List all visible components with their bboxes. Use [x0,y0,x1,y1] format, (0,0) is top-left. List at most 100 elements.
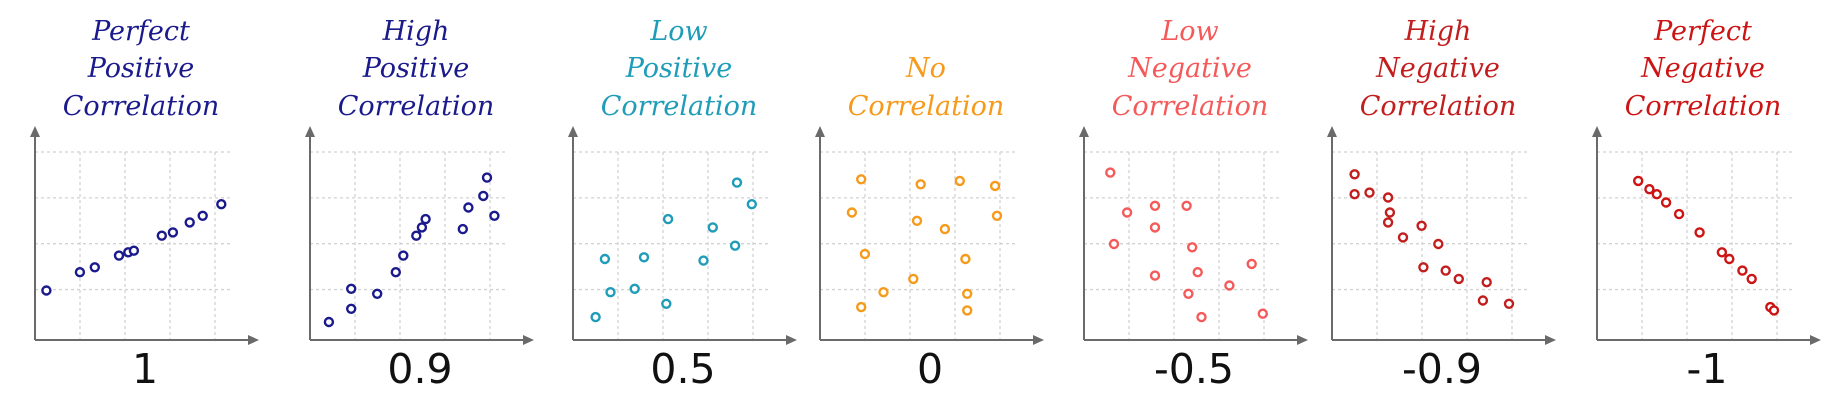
data-point [939,223,951,235]
y-axis-arrow [1079,126,1089,137]
correlation-value: -0.5 [1154,345,1234,393]
panel-title-line: Perfect [1653,16,1752,47]
correlation-value: 1 [132,345,158,393]
grid [35,151,233,340]
data-point [1724,253,1735,265]
data-point [731,177,743,188]
data-point [908,273,919,285]
data-point [1181,200,1192,212]
data-point [1416,220,1427,232]
data-point [398,250,409,261]
data-point [1632,175,1644,187]
data-point [638,252,650,263]
data-point [420,213,431,225]
data-point [605,287,616,298]
panel-title-line: No [905,53,946,84]
correlation-value: 0 [917,345,943,393]
correlation-value: -1 [1687,345,1728,393]
data-point [1433,238,1444,250]
data-point [729,240,741,251]
panel-6: High Negative Correlation -0.9 [1327,16,1556,393]
panel-3: Low Positive Correlation 0.5 [568,16,797,393]
data-point [346,283,357,294]
data-point [1121,207,1133,218]
data-point [856,174,867,185]
data-point [662,213,674,225]
data-point [1651,188,1663,200]
data-point [991,210,1003,222]
data-point [1418,262,1429,273]
data-point [629,283,640,294]
data-point [1477,295,1489,306]
data-point [1183,288,1194,299]
data-point [962,305,973,316]
data-point [346,303,357,314]
panel-title-line: Negative [1127,53,1252,84]
data-point [478,190,489,202]
data-point [167,227,179,238]
data-point [1349,169,1360,180]
x-axis-arrow [1033,335,1044,345]
data-point [156,230,168,241]
data-point [1192,267,1203,278]
grid [573,151,771,340]
data-point [599,253,611,265]
panel-title-line: Correlation [1360,91,1517,122]
x-axis-arrow [786,335,797,345]
data-point [489,210,500,222]
y-axis-arrow [305,126,315,137]
y-axis-arrow [568,126,578,137]
data-point [915,179,926,190]
data-point [911,215,923,227]
panel-1: Perfect Positive Correlation 1 [30,16,259,393]
panel-title-line: High [1404,16,1472,47]
data-point [859,248,871,260]
correlation-value: 0.5 [650,345,715,393]
data-point [463,202,474,213]
panel-title-line: High [382,16,450,47]
panel-title-line: Low [649,16,707,47]
data-point [962,288,973,299]
panel-7: Perfect Negative Correlation -1 [1592,16,1821,393]
data-point [1349,188,1360,200]
data-point [1644,183,1655,195]
data-point [372,288,383,299]
data-point [1694,227,1705,238]
correlation-value: -0.9 [1402,345,1482,393]
data-point [878,287,889,298]
data-point [1481,277,1492,288]
data-point [1716,247,1728,258]
data-point [1453,273,1465,285]
data-point [856,301,867,313]
x-axis-arrow [1545,335,1556,345]
y-axis-arrow [815,126,825,137]
data-point [1384,207,1396,218]
grid [310,151,508,340]
data-point [457,223,468,235]
data-point [1397,232,1409,243]
panel-title-line: Correlation [1112,91,1269,122]
data-point [1149,270,1161,281]
panel-title-line: Positive [87,53,195,84]
panel-title-line: Correlation [338,91,495,122]
data-point [1382,192,1394,203]
data-point [698,255,709,266]
data-point [113,250,125,261]
panel-title-line: Positive [625,53,733,84]
data-point [1196,311,1207,323]
y-axis-arrow [1592,126,1602,137]
panel-title-line: Correlation [601,91,758,122]
data-point [1257,308,1269,319]
data-point [746,198,757,210]
panel-title-line: Positive [362,53,470,84]
x-axis-arrow [1810,335,1821,345]
data-point [1246,258,1257,270]
data-point [989,180,1001,192]
data-point [1503,298,1515,309]
data-point [89,262,101,273]
correlation-value: 0.9 [387,345,452,393]
data-point [707,222,718,233]
panel-title-line: Correlation [63,91,220,122]
data-point [1746,273,1757,285]
